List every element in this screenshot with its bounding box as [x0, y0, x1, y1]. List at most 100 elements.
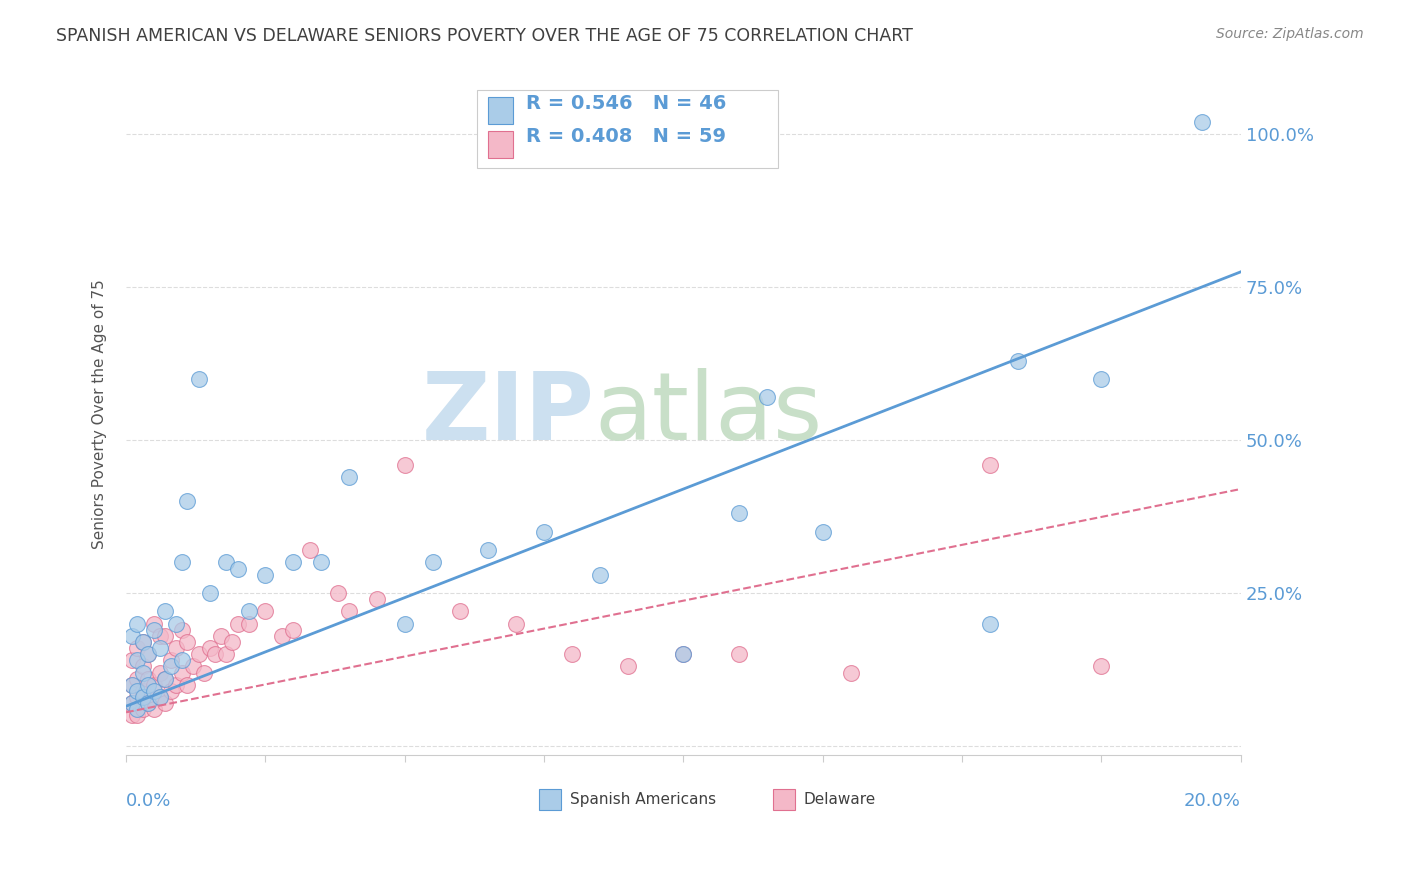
Bar	[773, 789, 794, 810]
Point	[337, 604, 360, 618]
Point	[839, 665, 862, 680]
Text: atlas: atlas	[595, 368, 823, 460]
Point	[127, 672, 149, 686]
Point	[121, 629, 143, 643]
Point	[221, 635, 243, 649]
Bar	[538, 789, 561, 810]
Point	[254, 567, 277, 582]
Point	[127, 702, 149, 716]
Point	[121, 678, 143, 692]
Point	[226, 561, 249, 575]
Point	[138, 696, 160, 710]
Point	[165, 616, 187, 631]
Point	[561, 647, 583, 661]
Point	[215, 556, 238, 570]
Text: 20.0%: 20.0%	[1184, 792, 1241, 810]
Point	[132, 635, 155, 649]
Point	[187, 372, 209, 386]
Text: Delaware: Delaware	[804, 792, 876, 807]
Point	[153, 672, 176, 686]
Point	[148, 641, 170, 656]
Text: ZIP: ZIP	[422, 368, 595, 460]
Text: Spanish Americans: Spanish Americans	[569, 792, 716, 807]
Point	[589, 567, 612, 582]
Point	[148, 690, 170, 704]
Point	[165, 678, 187, 692]
Point	[283, 623, 305, 637]
Bar	[488, 97, 513, 124]
Point	[238, 604, 260, 618]
Point	[326, 586, 349, 600]
Point	[1090, 372, 1112, 386]
Point	[477, 543, 499, 558]
Point	[616, 659, 638, 673]
Point	[226, 616, 249, 631]
Point	[138, 647, 160, 661]
Point	[159, 659, 181, 673]
Point	[394, 616, 416, 631]
Text: R = 0.408   N = 59: R = 0.408 N = 59	[526, 127, 727, 146]
Text: 0.0%: 0.0%	[127, 792, 172, 810]
Point	[127, 641, 149, 656]
Point	[127, 653, 149, 667]
Point	[127, 684, 149, 698]
Point	[533, 524, 555, 539]
Point	[756, 390, 779, 404]
Point	[142, 616, 165, 631]
Point	[132, 702, 155, 716]
Text: Source: ZipAtlas.com: Source: ZipAtlas.com	[1216, 27, 1364, 41]
Point	[132, 659, 155, 673]
Point	[209, 629, 232, 643]
Point	[159, 653, 181, 667]
Point	[176, 678, 198, 692]
Point	[153, 672, 176, 686]
Point	[127, 616, 149, 631]
Point	[366, 592, 388, 607]
Point	[505, 616, 527, 631]
Point	[148, 629, 170, 643]
Point	[176, 635, 198, 649]
Point	[132, 665, 155, 680]
Point	[121, 696, 143, 710]
Point	[121, 678, 143, 692]
Point	[672, 647, 695, 661]
Point	[1007, 353, 1029, 368]
Point	[309, 556, 332, 570]
Point	[159, 684, 181, 698]
Point	[187, 647, 209, 661]
Point	[672, 647, 695, 661]
Point	[271, 629, 294, 643]
Point	[121, 696, 143, 710]
Point	[298, 543, 321, 558]
Point	[132, 635, 155, 649]
Point	[198, 586, 221, 600]
Point	[254, 604, 277, 618]
Point	[138, 678, 160, 692]
Point	[170, 623, 193, 637]
Point	[121, 708, 143, 723]
Bar	[488, 131, 513, 158]
Point	[127, 690, 149, 704]
Point	[127, 708, 149, 723]
FancyBboxPatch shape	[477, 90, 778, 169]
Point	[215, 647, 238, 661]
Point	[204, 647, 226, 661]
Point	[138, 672, 160, 686]
Point	[121, 653, 143, 667]
Point	[132, 690, 155, 704]
Point	[153, 604, 176, 618]
Point	[337, 469, 360, 483]
Point	[148, 665, 170, 680]
Point	[1090, 659, 1112, 673]
Y-axis label: Seniors Poverty Over the Age of 75: Seniors Poverty Over the Age of 75	[93, 279, 107, 549]
Point	[138, 647, 160, 661]
Point	[979, 616, 1001, 631]
Point	[142, 623, 165, 637]
Point	[1191, 115, 1213, 129]
Point	[238, 616, 260, 631]
Text: R = 0.546   N = 46: R = 0.546 N = 46	[526, 95, 727, 113]
Point	[198, 641, 221, 656]
Point	[811, 524, 834, 539]
Point	[153, 696, 176, 710]
Point	[153, 629, 176, 643]
